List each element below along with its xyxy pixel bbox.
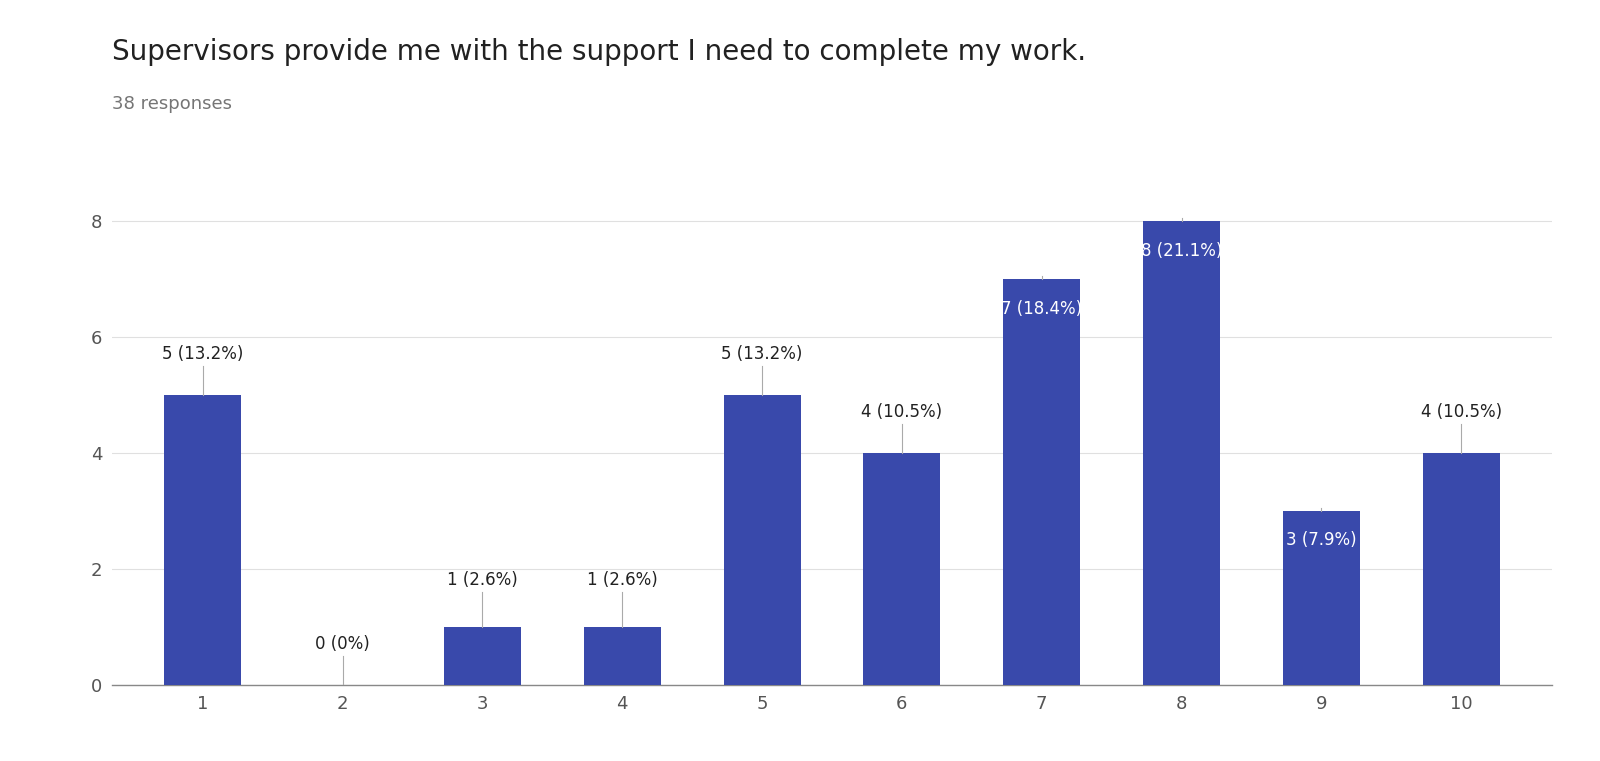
Bar (1422, 453, 1499, 685)
Bar (1003, 279, 1080, 685)
Bar (1142, 221, 1219, 685)
Text: 5 (13.2%): 5 (13.2%) (162, 345, 243, 363)
Text: 1 (2.6%): 1 (2.6%) (446, 572, 518, 589)
Bar (165, 395, 242, 685)
Text: 4 (10.5%): 4 (10.5%) (861, 403, 942, 422)
Text: 8 (21.1%): 8 (21.1%) (1141, 242, 1222, 260)
Text: 5 (13.2%): 5 (13.2%) (722, 345, 803, 363)
Text: 38 responses: 38 responses (112, 95, 232, 113)
Text: 7 (18.4%): 7 (18.4%) (1002, 300, 1082, 317)
Text: 1 (2.6%): 1 (2.6%) (587, 572, 658, 589)
Bar (723, 395, 800, 685)
Text: Supervisors provide me with the support I need to complete my work.: Supervisors provide me with the support … (112, 38, 1086, 66)
Bar (584, 627, 661, 685)
Text: 4 (10.5%): 4 (10.5%) (1421, 403, 1502, 422)
Bar (445, 627, 522, 685)
Text: 0 (0%): 0 (0%) (315, 635, 370, 653)
Bar (1283, 511, 1360, 685)
Text: 3 (7.9%): 3 (7.9%) (1286, 531, 1357, 549)
Bar (864, 453, 941, 685)
